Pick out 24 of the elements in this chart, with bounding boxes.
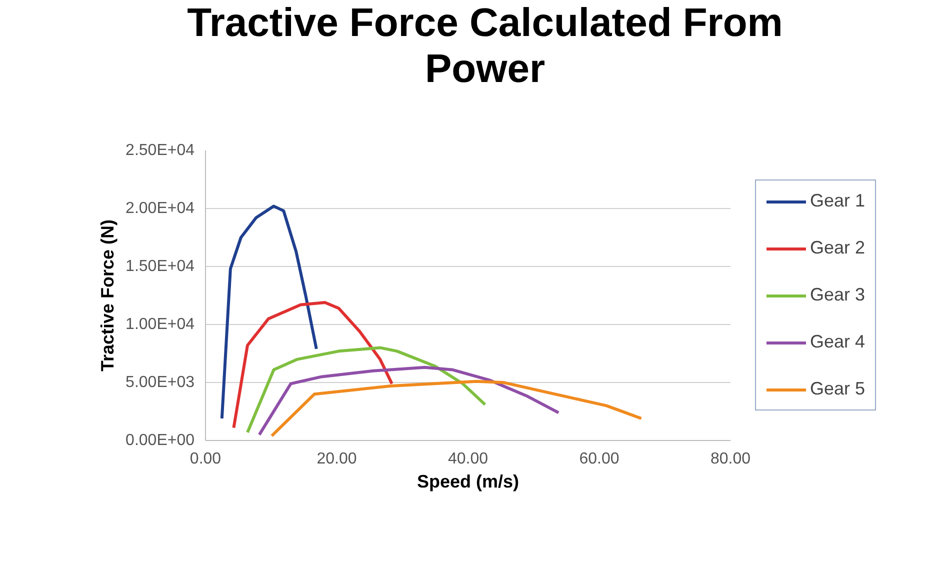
x-tick-label: 20.00 — [316, 450, 357, 468]
legend-label: Gear 5 — [810, 378, 866, 400]
x-tick-label: 80.00 — [710, 450, 751, 468]
y-tick-label: 5.00E+03 — [126, 374, 195, 391]
x-tick-label: 40.00 — [448, 450, 488, 468]
x-axis-title: Speed (m/s) — [416, 472, 520, 492]
x-tick-label: 0.00 — [190, 450, 222, 468]
line-series — [232, 300, 394, 430]
y-tick-label: 2.50E+04 — [126, 142, 195, 159]
legend-label: Gear 4 — [810, 332, 866, 352]
y-tick-label: 1.50E+04 — [126, 258, 195, 275]
line-series — [258, 366, 560, 436]
y-tick-label: 2.00E+04 — [126, 200, 195, 217]
y-tick-label: 0.00E+00 — [126, 432, 195, 449]
line-series — [246, 346, 487, 434]
legend-label: Gear 1 — [810, 190, 866, 212]
x-tick-label: 60.00 — [579, 450, 620, 468]
legend-label: Gear 3 — [810, 284, 866, 306]
y-axis-title: Tractive Force (N) — [98, 219, 118, 372]
chart-title: Tractive Force Calculated From Power — [186, 0, 784, 92]
line-series — [270, 380, 643, 438]
legend-label: Gear 2 — [810, 238, 866, 258]
y-tick-label: 1.00E+04 — [126, 316, 195, 333]
line-series — [220, 204, 318, 420]
